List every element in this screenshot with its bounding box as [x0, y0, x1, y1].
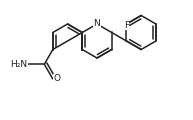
Text: O: O	[54, 74, 61, 83]
Text: N: N	[94, 19, 100, 29]
Text: H₂N: H₂N	[10, 60, 27, 69]
Text: F: F	[124, 21, 129, 30]
